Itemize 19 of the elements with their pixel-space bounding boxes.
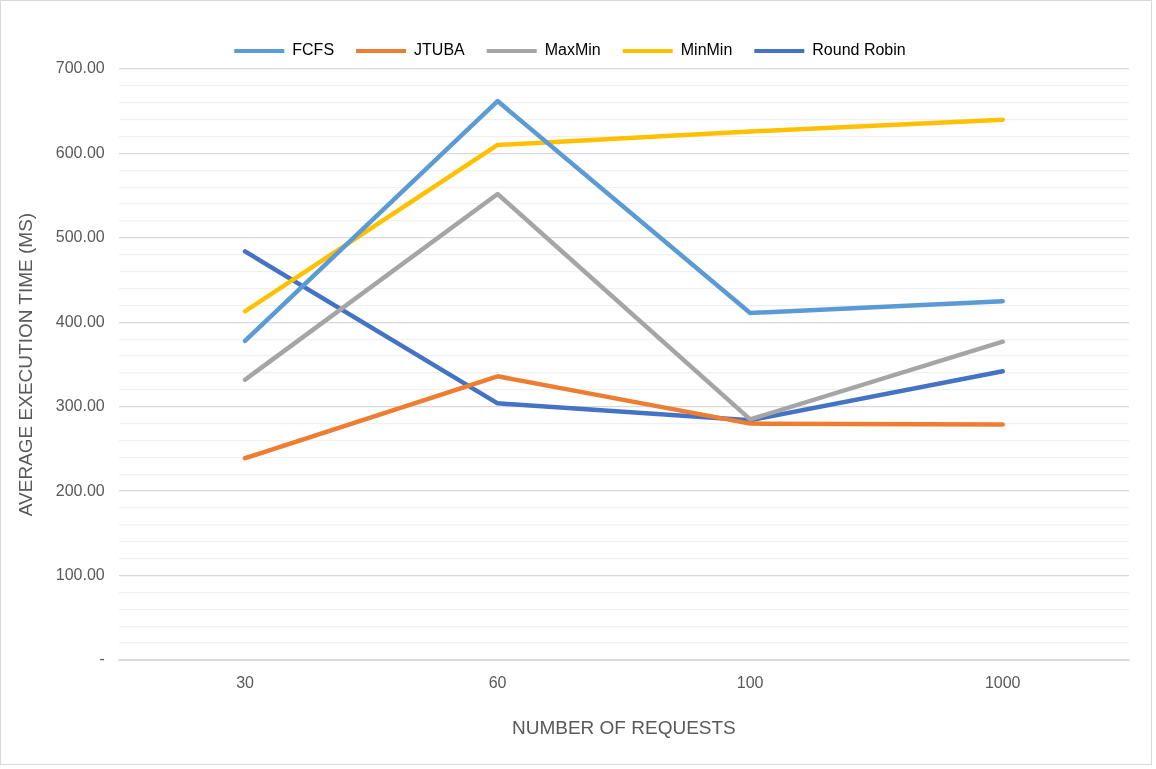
- x-tick-label: 30: [236, 674, 255, 692]
- legend-label: JTUBA: [414, 41, 466, 59]
- y-tick-label: 400.00: [55, 312, 105, 330]
- x-tick-label: 60: [488, 674, 507, 692]
- y-tick-label: 600.00: [55, 143, 105, 161]
- legend-label: Round Robin: [812, 41, 906, 59]
- legend-label: MinMin: [680, 41, 733, 59]
- y-tick-label: 700.00: [55, 59, 105, 77]
- y-tick-label: 500.00: [55, 228, 105, 246]
- x-tick-label: 1000: [984, 674, 1021, 692]
- y-axis-title: AVERAGE EXECUTION TIME (MS): [14, 212, 36, 517]
- y-tick-label: 200.00: [55, 481, 105, 499]
- y-tick-label: 100.00: [55, 565, 105, 583]
- legend-label: MaxMin: [544, 41, 601, 59]
- x-tick-label: 100: [736, 674, 764, 692]
- y-tick-label: 300.00: [55, 397, 105, 415]
- y-tick-label: -: [99, 650, 105, 668]
- legend-label: FCFS: [292, 41, 335, 59]
- x-axis-title: NUMBER OF REQUESTS: [511, 716, 736, 738]
